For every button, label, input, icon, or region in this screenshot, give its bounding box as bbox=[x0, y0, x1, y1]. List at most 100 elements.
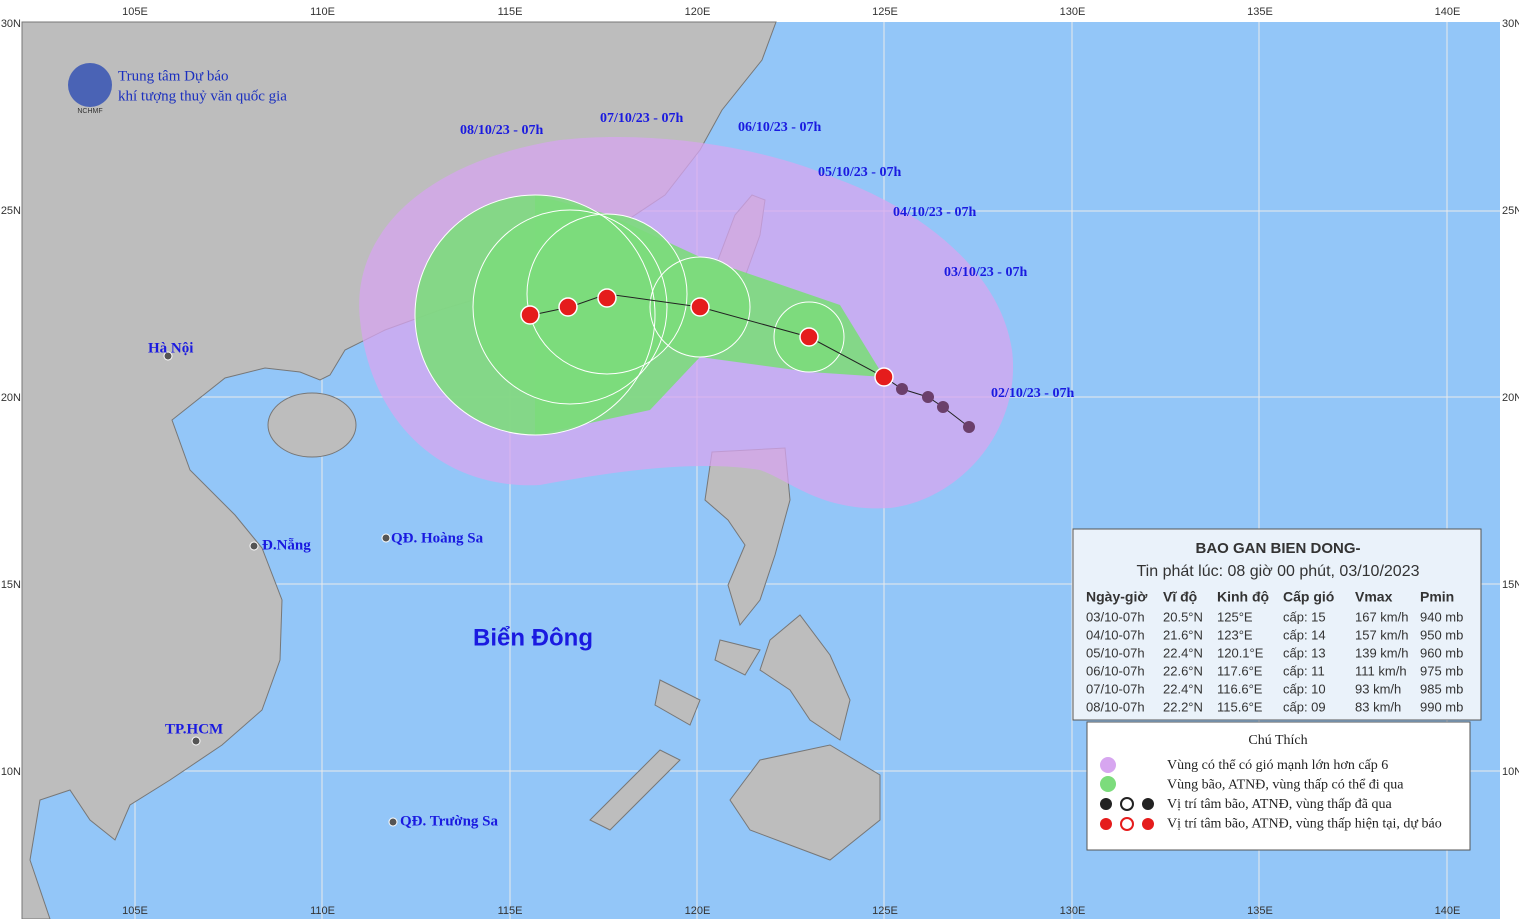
column-header: Cấp gió bbox=[1283, 589, 1334, 605]
logo: NCHMF bbox=[68, 63, 112, 115]
place-label: QĐ. Hoàng Sa bbox=[391, 530, 484, 546]
table-cell: 111 km/h bbox=[1355, 663, 1407, 678]
past-positions bbox=[896, 383, 975, 433]
lon-label: 140E bbox=[1435, 905, 1461, 917]
column-header: Ngày-giờ bbox=[1086, 589, 1147, 605]
table-cell: 985 mb bbox=[1420, 681, 1463, 696]
radius-circles bbox=[414, 194, 845, 436]
lat-label: 25N bbox=[1502, 205, 1519, 217]
lon-label: 125E bbox=[872, 6, 898, 18]
lat-label: 15N bbox=[1, 579, 21, 591]
table-cell: cấp: 10 bbox=[1283, 681, 1326, 696]
table-cell: 03/10-07h bbox=[1086, 609, 1145, 624]
place-dot bbox=[381, 533, 391, 543]
table-cell: 22.6°N bbox=[1163, 663, 1203, 678]
table-cell: 05/10-07h bbox=[1086, 645, 1145, 660]
lon-label: 125E bbox=[872, 905, 898, 917]
lat-label: 10N bbox=[1, 766, 21, 778]
header-line: Trung tâm Dự báo bbox=[118, 68, 229, 84]
table-cell: 22.4°N bbox=[1163, 681, 1203, 696]
table-cell: 21.6°N bbox=[1163, 627, 1203, 642]
table-cell: cấp: 09 bbox=[1283, 699, 1326, 714]
table-cell: 20.5°N bbox=[1163, 609, 1203, 624]
table-cell: 04/10-07h bbox=[1086, 627, 1145, 642]
track-label: 04/10/23 - 07h bbox=[893, 205, 976, 220]
track-label: 08/10/23 - 07h bbox=[460, 123, 543, 138]
track bbox=[531, 293, 970, 428]
column-header: Pmin bbox=[1420, 589, 1454, 605]
lat-label: 10N bbox=[1502, 766, 1519, 778]
place-label: QĐ. Trường Sa bbox=[400, 813, 499, 829]
table-cell: 115.6°E bbox=[1217, 699, 1263, 714]
lon-label: 120E bbox=[685, 6, 711, 18]
legend-item: Vùng có thể có gió mạnh lớn hơn cấp 6 bbox=[1167, 758, 1388, 773]
track-label: 05/10/23 - 07h bbox=[818, 165, 901, 180]
lat-label: 25N bbox=[1, 205, 21, 217]
lon-label: 135E bbox=[1247, 905, 1273, 917]
lon-label: 115E bbox=[498, 905, 523, 917]
track-label: 02/10/23 - 07h bbox=[991, 386, 1074, 401]
column-header: Kinh độ bbox=[1217, 589, 1269, 605]
table-cell: 93 km/h bbox=[1355, 681, 1401, 696]
logo-text: NCHMF bbox=[77, 108, 102, 115]
table-cell: 22.4°N bbox=[1163, 645, 1203, 660]
place-dot bbox=[249, 541, 259, 551]
bulletin-box bbox=[1072, 528, 1482, 721]
track-label: 03/10/23 - 07h bbox=[944, 265, 1027, 280]
legend-title: Chú Thích bbox=[1248, 733, 1307, 748]
table-cell: 117.6°E bbox=[1217, 663, 1263, 678]
sea-label: Biển Đông bbox=[473, 624, 593, 651]
lon-label: 140E bbox=[1435, 6, 1461, 18]
table-cell: 167 km/h bbox=[1355, 609, 1408, 624]
table-cell: 125°E bbox=[1217, 609, 1253, 624]
place-label: Đ.Nẵng bbox=[262, 537, 311, 553]
place-dot bbox=[163, 351, 173, 361]
table-cell: 940 mb bbox=[1420, 609, 1463, 624]
table-cell: 116.6°E bbox=[1217, 681, 1263, 696]
legend-item: Vùng bão, ATNĐ, vùng thấp có thể đi qua bbox=[1167, 778, 1404, 793]
lon-label: 110E bbox=[310, 905, 335, 917]
track-label: 06/10/23 - 07h bbox=[738, 120, 821, 135]
table-cell: 139 km/h bbox=[1355, 645, 1408, 660]
table-cell: 08/10-07h bbox=[1086, 699, 1145, 714]
lat-label: 30N bbox=[1502, 18, 1519, 30]
table-cell: 120.1°E bbox=[1217, 645, 1264, 660]
table-cell: cấp: 14 bbox=[1283, 627, 1326, 642]
lon-label: 115E bbox=[498, 6, 523, 18]
table-cell: 990 mb bbox=[1420, 699, 1463, 714]
table-cell: cấp: 13 bbox=[1283, 645, 1326, 660]
lon-label: 120E bbox=[685, 905, 711, 917]
lat-label: 30N bbox=[1, 18, 21, 30]
place-label: Hà Nội bbox=[148, 340, 193, 356]
track-label: 07/10/23 - 07h bbox=[600, 111, 683, 126]
lon-label: 105E bbox=[122, 6, 148, 18]
place-dot bbox=[191, 736, 201, 746]
lon-label: 130E bbox=[1060, 6, 1086, 18]
lon-label: 105E bbox=[122, 905, 148, 917]
table-cell: 22.2°N bbox=[1163, 699, 1203, 714]
legend-item: Vị trí tâm bão, ATNĐ, vùng thấp đã qua bbox=[1167, 797, 1393, 812]
lat-label: 20N bbox=[1, 392, 21, 404]
column-header: Vĩ độ bbox=[1163, 589, 1197, 605]
bulletin-issued: Tin phát lúc: 08 giờ 00 phút, 03/10/2023 bbox=[1137, 563, 1420, 580]
lat-label: 15N bbox=[1502, 579, 1519, 591]
table-cell: 123°E bbox=[1217, 627, 1253, 642]
legend-item: Vị trí tâm bão, ATNĐ, vùng thấp hiện tại… bbox=[1167, 817, 1442, 832]
bulletin-title: BAO GAN BIEN DONG- bbox=[1196, 540, 1361, 557]
lat-label: 20N bbox=[1502, 392, 1519, 404]
place-label: TP.HCM bbox=[165, 721, 223, 737]
lon-label: 110E bbox=[310, 6, 335, 18]
legend-icons bbox=[1100, 757, 1154, 831]
table-cell: 975 mb bbox=[1420, 663, 1463, 678]
lon-label: 130E bbox=[1060, 905, 1086, 917]
forecast-positions bbox=[520, 288, 894, 387]
table-cell: cấp: 11 bbox=[1283, 663, 1325, 678]
table-cell: cấp: 15 bbox=[1283, 609, 1326, 624]
table-cell: 06/10-07h bbox=[1086, 663, 1145, 678]
place-dot bbox=[388, 817, 398, 827]
header-line: khí tượng thuỷ văn quốc gia bbox=[118, 88, 287, 104]
table-cell: 950 mb bbox=[1420, 627, 1463, 642]
table-cell: 83 km/h bbox=[1355, 699, 1401, 714]
